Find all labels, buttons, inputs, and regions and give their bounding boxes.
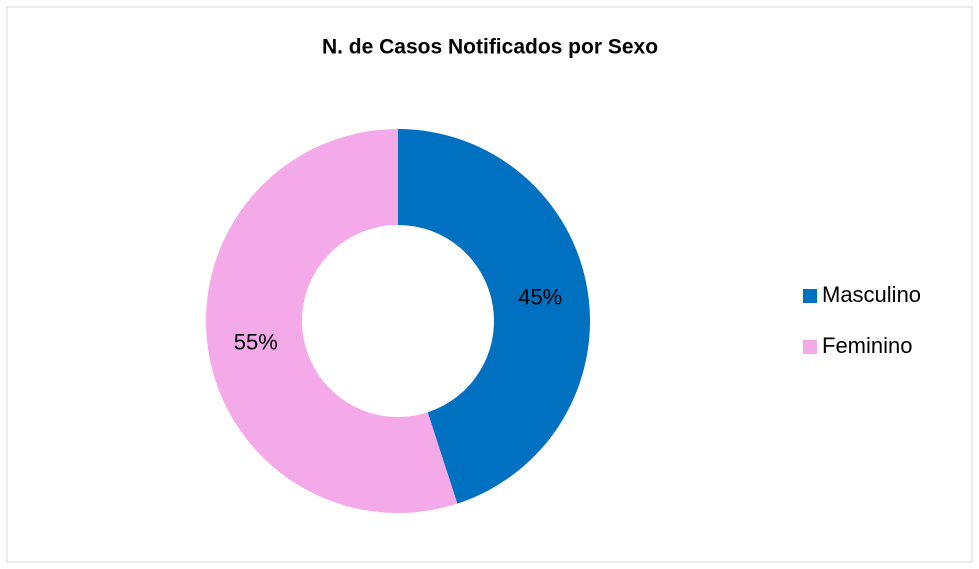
legend-label: Masculino: [822, 282, 921, 307]
legend-label: Feminino: [822, 333, 912, 358]
data-label: 45%: [518, 284, 562, 309]
wedge: [398, 129, 590, 504]
chart-title: N. de Casos Notificados por Sexo: [322, 36, 658, 59]
legend-swatch: [803, 289, 817, 303]
legend-swatch: [803, 340, 817, 354]
wedge: [205, 129, 458, 513]
data-label: 55%: [234, 329, 278, 354]
